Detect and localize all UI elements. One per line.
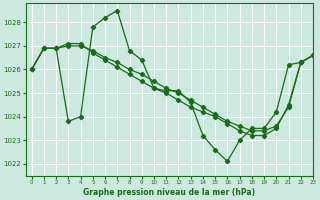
X-axis label: Graphe pression niveau de la mer (hPa): Graphe pression niveau de la mer (hPa) xyxy=(83,188,255,197)
